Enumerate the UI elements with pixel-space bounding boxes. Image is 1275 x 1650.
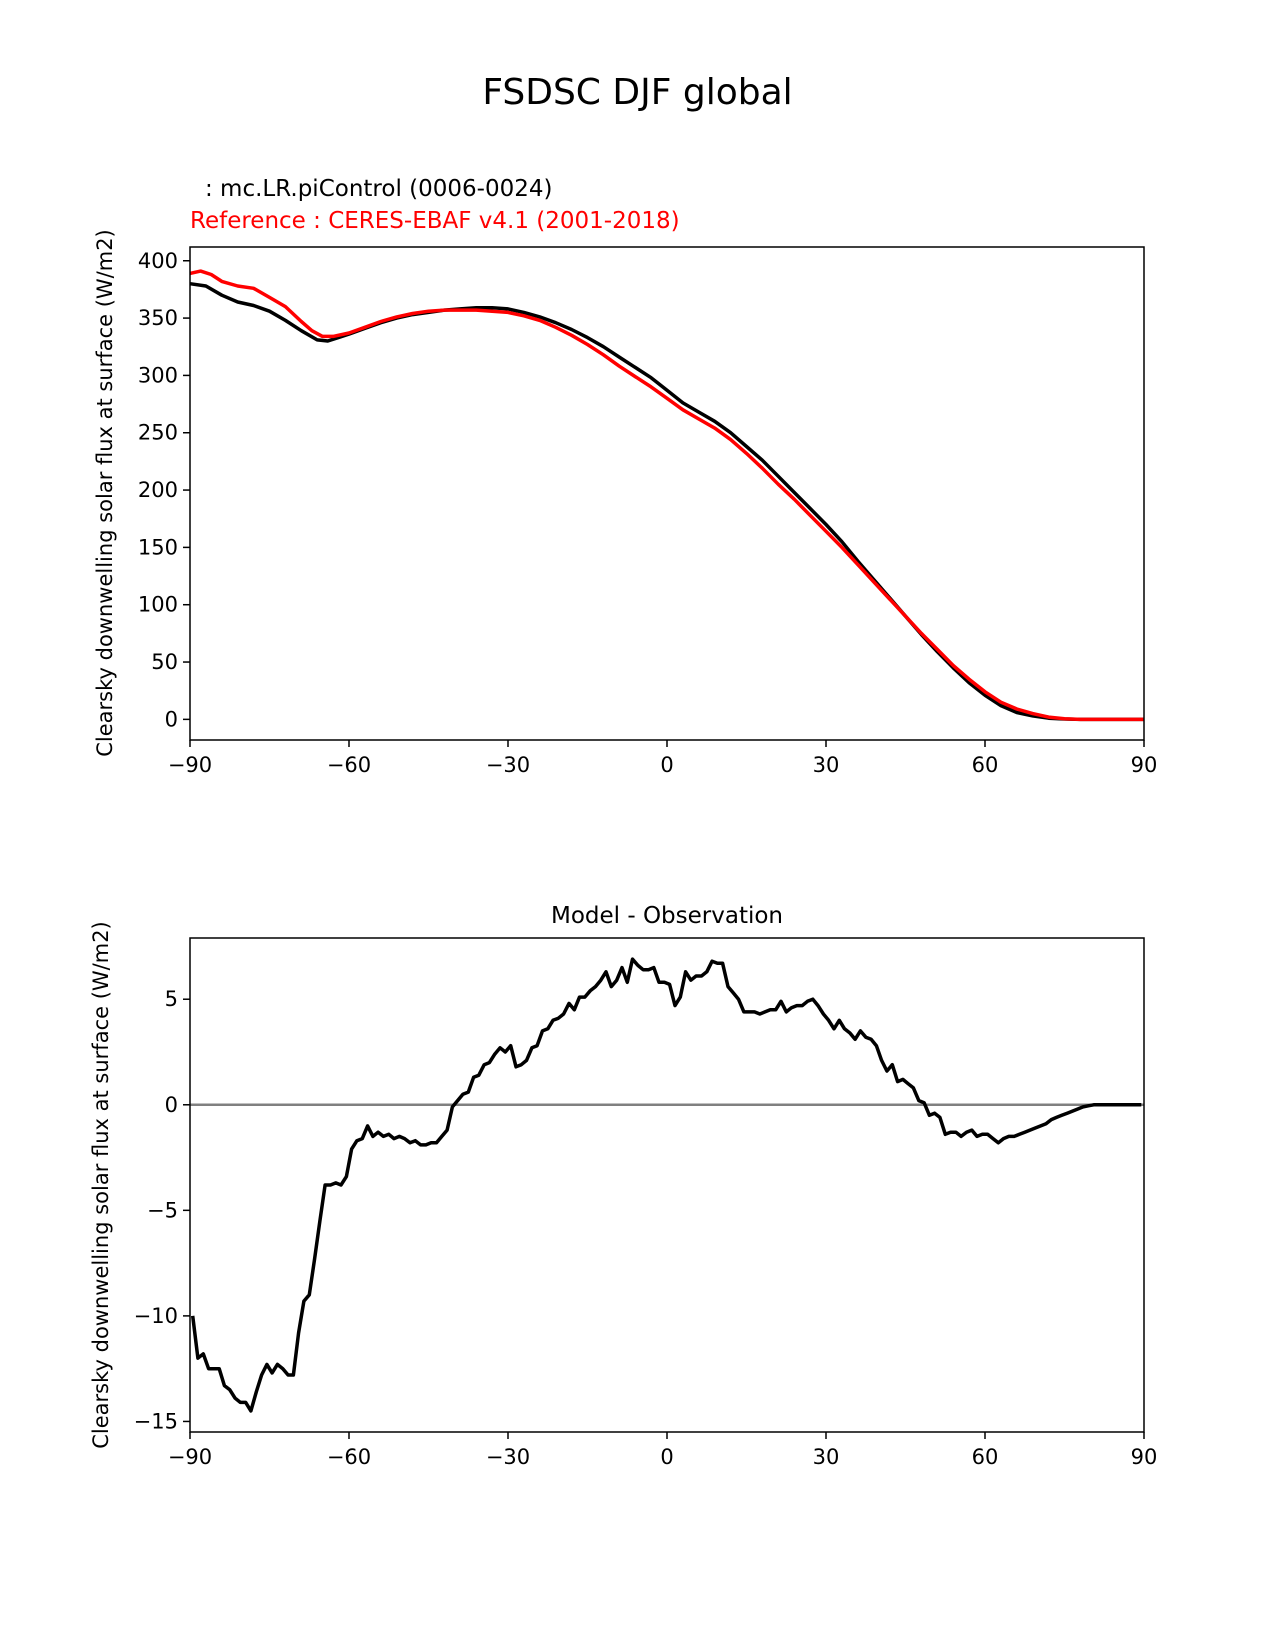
- y-tick-label: −10: [134, 1304, 178, 1328]
- x-tick-label: −60: [327, 753, 371, 777]
- y-tick-label: 150: [138, 535, 178, 559]
- x-tick-label: 60: [972, 753, 999, 777]
- y-tick-label: 250: [138, 421, 178, 445]
- x-tick-label: 30: [813, 753, 840, 777]
- x-tick-label: 90: [1131, 753, 1158, 777]
- x-tick-label: 90: [1131, 1445, 1158, 1469]
- x-tick-label: 60: [972, 1445, 999, 1469]
- y-tick-label: 300: [138, 363, 178, 387]
- x-tick-label: 0: [660, 753, 673, 777]
- reference-label: Reference : CERES-EBAF v4.1 (2001-2018): [190, 208, 680, 234]
- x-tick-label: 30: [813, 1445, 840, 1469]
- x-tick-label: −60: [327, 1445, 371, 1469]
- x-tick-label: −30: [486, 753, 530, 777]
- x-tick-label: 0: [660, 1445, 673, 1469]
- series-line-model-panel2: [190, 957, 1142, 1413]
- x-tick-label: −30: [486, 1445, 530, 1469]
- y-tick-label: 400: [138, 249, 178, 273]
- y-tick-label: 200: [138, 478, 178, 502]
- y-tick-label: 0: [165, 1093, 178, 1117]
- figure-title: FSDSC DJF global: [482, 72, 793, 113]
- y-tick-label: 50: [151, 650, 178, 674]
- y-tick-label: 5: [165, 987, 178, 1011]
- y-tick-label: 350: [138, 306, 178, 330]
- series-line-model-panel1: [189, 281, 1144, 722]
- y-axis-label: Clearsky downwelling solar flux at surfa…: [93, 229, 117, 757]
- y-tick-label: 0: [165, 707, 178, 731]
- bottom-panel-title: Model - Observation: [550, 903, 784, 929]
- x-tick-label: −90: [168, 1445, 212, 1469]
- series-line-reference-panel1: [189, 269, 1144, 722]
- y-tick-label: 100: [138, 593, 178, 617]
- y-axis-label: Clearsky downwelling solar flux at surfa…: [89, 921, 113, 1449]
- plot-frame: [189, 246, 1145, 741]
- y-tick-label: −5: [147, 1198, 178, 1222]
- x-tick-label: −90: [168, 753, 212, 777]
- model-label: : mc.LR.piControl (0006-0024): [205, 176, 553, 202]
- y-tick-label: −15: [134, 1409, 178, 1433]
